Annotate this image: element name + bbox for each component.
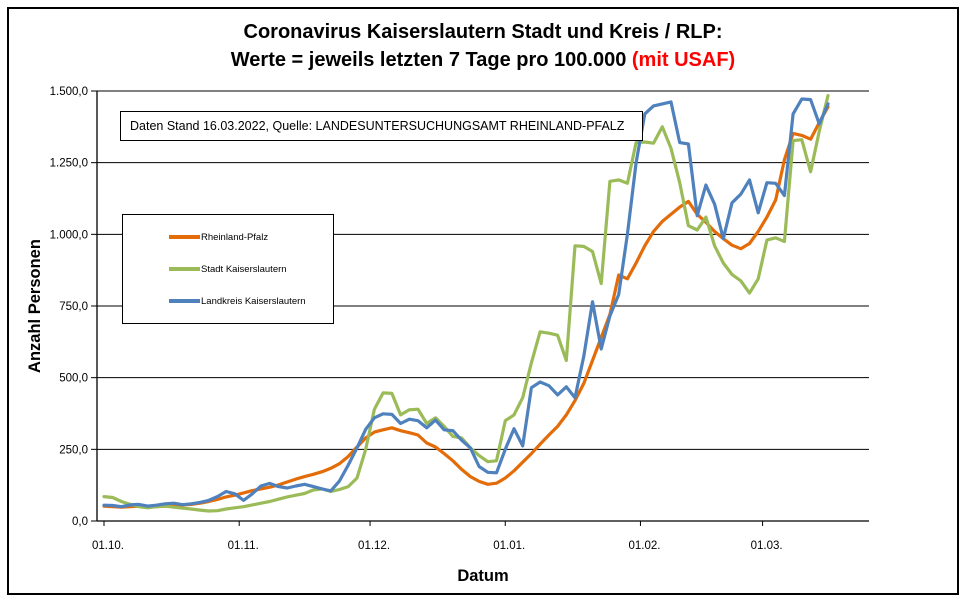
data-source-note-text: Daten Stand 16.03.2022, Quelle: LANDESUN… <box>130 119 625 133</box>
legend-item-3: Landkreis Kaiserslautern <box>123 296 333 307</box>
y-tick-label: 250,0 <box>59 444 88 456</box>
chart-title-line2: Werte = jeweils letzten 7 Tage pro 100.0… <box>0 46 966 74</box>
legend: Rheinland-Pfalz Stadt Kaiserslautern Landk… <box>122 214 334 324</box>
y-tick-label: 1.000,0 <box>50 229 88 241</box>
legend-item-1: Rheinland-Pfalz <box>123 232 333 243</box>
y-axis-title: Anzahl Personen <box>26 239 44 373</box>
chart-title-line2-black: Werte = jeweils letzten 7 Tage pro 100.0… <box>230 49 632 71</box>
y-tick-label: 0,0 <box>72 516 88 528</box>
image-border <box>7 7 959 595</box>
x-tick-label: 01.02. <box>628 540 660 552</box>
data-source-note: Daten Stand 16.03.2022, Quelle: LANDESUN… <box>120 111 643 141</box>
x-tick-label: 01.11. <box>228 540 259 552</box>
legend-label: Landkreis Kaiserslautern <box>201 295 306 307</box>
x-axis-title: Datum <box>457 567 508 585</box>
x-tick-label: 01.12. <box>358 540 390 552</box>
legend-swatch-icon <box>169 299 200 303</box>
y-tick-label: 500,0 <box>59 373 88 385</box>
series-line-3 <box>102 97 830 509</box>
x-tick-label: 01.10. <box>92 540 124 552</box>
y-tick-label: 750,0 <box>59 301 88 313</box>
y-tick-label: 1.250,0 <box>50 158 88 170</box>
x-tick-label: 01.03. <box>751 540 783 552</box>
chart-title-line1: Coronavirus Kaiserslautern Stadt und Kre… <box>243 21 723 43</box>
legend-item-2: Stadt Kaiserslautern <box>123 264 333 275</box>
y-tick-label: 1.500,0 <box>50 86 88 98</box>
legend-swatch-icon <box>169 235 200 239</box>
legend-label: Rheinland-Pfalz <box>201 231 269 243</box>
chart-title: Coronavirus Kaiserslautern Stadt und Kre… <box>0 18 966 74</box>
chart-title-usaf-red: (mit USAF) <box>631 49 736 71</box>
x-tick-label: 01.01. <box>493 540 525 552</box>
legend-swatch-icon <box>169 267 200 271</box>
legend-label: Stadt Kaiserslautern <box>201 263 287 275</box>
